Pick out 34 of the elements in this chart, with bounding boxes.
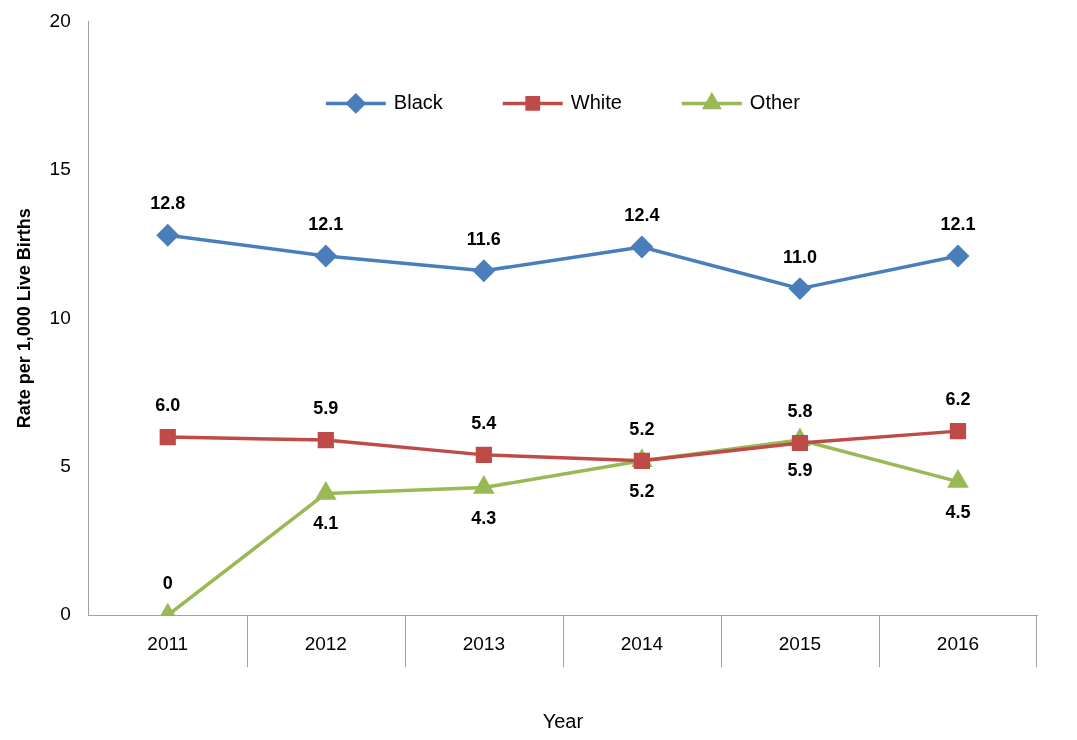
x-tick-label: 2015: [778, 632, 822, 654]
legend-label: Black: [393, 90, 444, 113]
x-tick-label: 2014: [620, 632, 664, 654]
data-label: 4.3: [471, 507, 497, 528]
data-label: 5.2: [629, 480, 655, 501]
x-tick-label: 2012: [304, 632, 347, 654]
data-label: 5.8: [787, 400, 813, 421]
data-label: 12.1: [940, 213, 976, 234]
y-tick-label: 10: [49, 306, 71, 328]
y-tick-label: 20: [49, 9, 71, 31]
data-label: 12.1: [308, 213, 344, 234]
x-tick-label: 2016: [936, 632, 980, 654]
x-tick-label: 2011: [147, 632, 189, 654]
y-tick-label: 5: [60, 454, 71, 476]
data-label: 4.1: [313, 513, 339, 534]
data-label: 12.4: [624, 205, 660, 226]
data-label: 11.6: [466, 228, 501, 249]
y-tick-label: 0: [60, 603, 71, 625]
data-label: 12.8: [150, 193, 186, 214]
legend-label: Other: [749, 90, 801, 113]
y-axis-title: Rate per 1,000 Live Births: [13, 208, 34, 429]
data-label: 6.0: [155, 395, 181, 416]
data-label: 5.9: [313, 398, 339, 418]
data-label: 11.0: [782, 246, 817, 267]
data-label: 0: [162, 573, 173, 594]
legend-label: White: [570, 90, 622, 113]
y-tick-label: 15: [49, 158, 71, 180]
x-axis-title: Year: [542, 709, 584, 732]
data-label: 5.4: [471, 412, 497, 433]
x-tick-label: 2013: [462, 632, 505, 654]
data-label: 6.2: [945, 389, 971, 410]
data-label: 5.9: [787, 460, 813, 480]
data-label: 4.5: [945, 501, 971, 522]
data-label: 5.2: [629, 418, 655, 439]
